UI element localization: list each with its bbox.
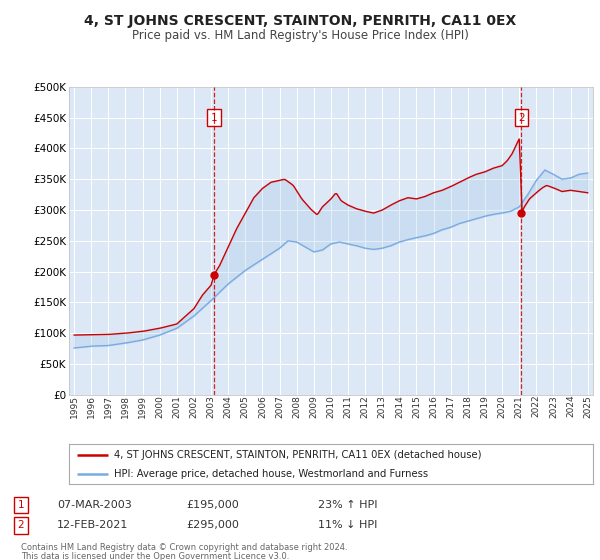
Text: £295,000: £295,000	[186, 520, 239, 530]
Text: 2009: 2009	[309, 395, 318, 418]
Text: 2007: 2007	[275, 395, 284, 418]
Text: 12-FEB-2021: 12-FEB-2021	[57, 520, 128, 530]
Text: HPI: Average price, detached house, Westmorland and Furness: HPI: Average price, detached house, West…	[113, 469, 428, 478]
Text: 2005: 2005	[241, 395, 250, 418]
Text: 2025: 2025	[583, 395, 592, 418]
Text: 2003: 2003	[206, 395, 215, 418]
Text: £195,000: £195,000	[186, 500, 239, 510]
Text: 2023: 2023	[549, 395, 558, 418]
Text: 2002: 2002	[190, 395, 199, 418]
Text: 2008: 2008	[292, 395, 301, 418]
Text: 1998: 1998	[121, 395, 130, 418]
Text: 1999: 1999	[138, 395, 147, 418]
Text: 1995: 1995	[70, 395, 79, 418]
Text: 2010: 2010	[326, 395, 335, 418]
Text: 2017: 2017	[446, 395, 455, 418]
Text: 2018: 2018	[463, 395, 472, 418]
Text: Price paid vs. HM Land Registry's House Price Index (HPI): Price paid vs. HM Land Registry's House …	[131, 29, 469, 42]
Text: 4, ST JOHNS CRESCENT, STAINTON, PENRITH, CA11 0EX: 4, ST JOHNS CRESCENT, STAINTON, PENRITH,…	[84, 14, 516, 28]
Text: 11% ↓ HPI: 11% ↓ HPI	[318, 520, 377, 530]
Text: 2004: 2004	[224, 395, 233, 418]
Text: 2012: 2012	[361, 395, 370, 418]
Text: 2: 2	[518, 113, 524, 123]
Text: Contains HM Land Registry data © Crown copyright and database right 2024.: Contains HM Land Registry data © Crown c…	[21, 543, 347, 552]
Text: 2020: 2020	[497, 395, 506, 418]
Text: 2006: 2006	[258, 395, 267, 418]
Text: 2019: 2019	[481, 395, 490, 418]
Text: 2014: 2014	[395, 395, 404, 418]
Text: 1996: 1996	[87, 395, 96, 418]
Text: 2021: 2021	[515, 395, 524, 418]
Text: 2013: 2013	[378, 395, 387, 418]
Text: 07-MAR-2003: 07-MAR-2003	[57, 500, 132, 510]
Text: 2000: 2000	[155, 395, 164, 418]
Text: 23% ↑ HPI: 23% ↑ HPI	[318, 500, 377, 510]
Text: 2022: 2022	[532, 395, 541, 417]
Text: 2011: 2011	[344, 395, 353, 418]
Text: 2001: 2001	[172, 395, 181, 418]
Text: 1: 1	[211, 113, 217, 123]
Text: 1: 1	[17, 500, 25, 510]
Text: 1997: 1997	[104, 395, 113, 418]
Text: 2: 2	[17, 520, 25, 530]
Text: This data is licensed under the Open Government Licence v3.0.: This data is licensed under the Open Gov…	[21, 552, 289, 560]
Text: 2015: 2015	[412, 395, 421, 418]
Text: 4, ST JOHNS CRESCENT, STAINTON, PENRITH, CA11 0EX (detached house): 4, ST JOHNS CRESCENT, STAINTON, PENRITH,…	[113, 450, 481, 460]
Text: 2024: 2024	[566, 395, 575, 417]
Text: 2016: 2016	[429, 395, 438, 418]
